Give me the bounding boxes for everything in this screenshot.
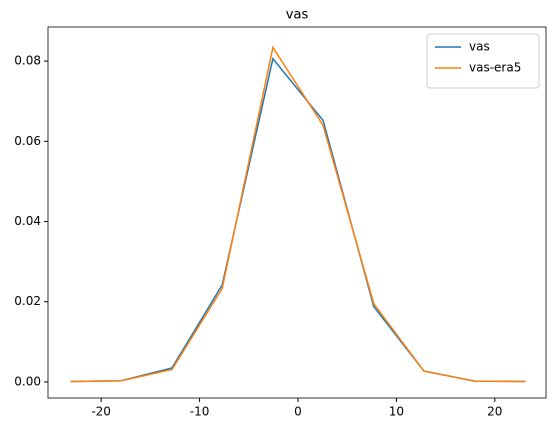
legend-label: vas xyxy=(469,40,490,54)
y-tick-label: 0.04 xyxy=(14,214,41,228)
y-tick-label: 0.08 xyxy=(14,54,41,68)
x-tick-label: 20 xyxy=(487,405,502,419)
y-tick-label: 0.06 xyxy=(14,134,41,148)
plot-frame xyxy=(47,26,547,399)
legend-label: vas-era5 xyxy=(469,61,521,75)
x-tick-label: -20 xyxy=(91,405,111,419)
x-tick-label: 0 xyxy=(294,405,302,419)
y-tick-label: 0.02 xyxy=(14,294,41,308)
x-tick-label: -10 xyxy=(190,405,210,419)
chart-title: vas xyxy=(286,8,309,23)
x-tick-label: 10 xyxy=(389,405,404,419)
line-series xyxy=(70,45,526,383)
y-tick-label: 0.00 xyxy=(14,374,41,388)
line-series xyxy=(70,57,526,383)
